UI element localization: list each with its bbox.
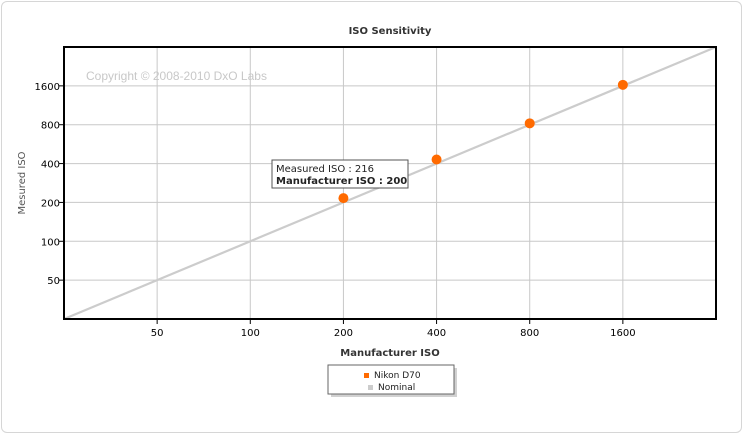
tooltip: Measured ISO : 216 Manufacturer ISO : 20… bbox=[271, 159, 409, 189]
data-point-200[interactable] bbox=[338, 193, 349, 204]
x-tick-label-400: 400 bbox=[427, 328, 446, 339]
x-tick-label-50: 50 bbox=[151, 328, 164, 339]
data-point-400[interactable] bbox=[431, 154, 442, 165]
plot-border bbox=[63, 46, 717, 320]
chart-title: ISO Sensitivity bbox=[349, 26, 432, 37]
legend-swatch-nominal bbox=[368, 385, 373, 390]
tooltip-measured-iso: Measured ISO : 216 bbox=[276, 164, 374, 175]
x-axis-title: Manufacturer ISO bbox=[340, 348, 439, 359]
legend-label-nikon-d70: Nikon D70 bbox=[374, 371, 421, 381]
y-tick-label-800: 800 bbox=[41, 121, 60, 132]
copyright-text: Copyright © 2008-2010 DxO Labs bbox=[86, 69, 267, 83]
x-tick-label-1600: 1600 bbox=[610, 328, 635, 339]
x-tick-label-200: 200 bbox=[334, 328, 353, 339]
legend-swatch-nikon-d70 bbox=[364, 373, 369, 378]
x-axis-ticks: 50 100 200 400 800 1600 bbox=[151, 319, 636, 339]
y-tick-label-100: 100 bbox=[41, 237, 60, 248]
data-point-800[interactable] bbox=[524, 118, 535, 129]
y-axis-ticks: 50 100 200 400 800 1600 bbox=[35, 82, 64, 287]
y-axis-title: Mesured ISO bbox=[17, 151, 28, 214]
grid bbox=[64, 47, 716, 319]
x-tick-label-100: 100 bbox=[241, 328, 260, 339]
y-tick-label-200: 200 bbox=[41, 198, 60, 209]
tooltip-manufacturer-iso: Manufacturer ISO : 200 bbox=[276, 176, 407, 187]
x-tick-label-800: 800 bbox=[520, 328, 539, 339]
y-tick-label-400: 400 bbox=[41, 160, 60, 171]
data-point-1600[interactable] bbox=[617, 79, 628, 90]
nikon-d70-series bbox=[338, 79, 628, 204]
y-tick-label-1600: 1600 bbox=[35, 82, 60, 93]
legend-label-nominal: Nominal bbox=[378, 383, 415, 393]
legend[interactable]: Nikon D70 Nominal bbox=[327, 364, 457, 397]
y-tick-label-50: 50 bbox=[47, 276, 60, 287]
